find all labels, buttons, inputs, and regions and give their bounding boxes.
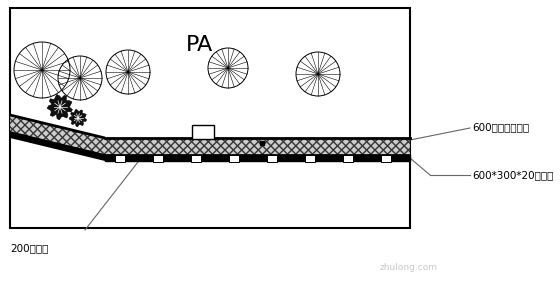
Bar	[343, 155, 353, 162]
Bar	[115, 155, 125, 162]
Polygon shape	[69, 109, 87, 127]
Text: PA: PA	[186, 35, 213, 55]
Bar	[191, 155, 201, 162]
Text: 200宽护栏: 200宽护栏	[10, 243, 48, 253]
Bar	[10, 8, 410, 228]
Polygon shape	[47, 94, 72, 120]
Bar	[267, 155, 277, 162]
Text: zhulong.com: zhulong.com	[380, 263, 438, 272]
Bar	[381, 155, 391, 162]
Bar	[305, 155, 315, 162]
Bar	[153, 155, 163, 162]
Polygon shape	[10, 115, 410, 155]
Bar	[229, 155, 239, 162]
Text: 600*300*20青石板: 600*300*20青石板	[472, 170, 553, 180]
Text: 600宽青石板走边: 600宽青石板走边	[472, 122, 529, 132]
Bar	[192, 125, 214, 139]
Polygon shape	[10, 132, 105, 161]
